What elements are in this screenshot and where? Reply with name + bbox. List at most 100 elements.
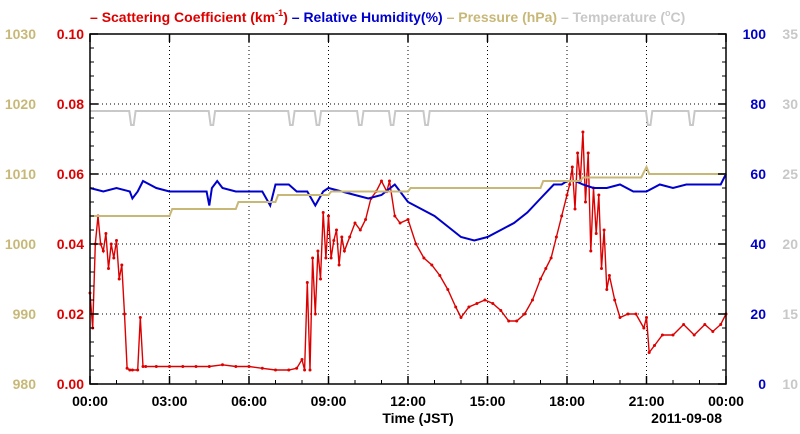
legend-dash-humidity: – (288, 9, 304, 25)
data-point-scattering (515, 319, 519, 323)
x-tick-label: 15:00 (470, 393, 506, 409)
data-point-scattering (324, 256, 328, 260)
data-point-scattering (125, 366, 129, 370)
data-point-scattering (104, 232, 108, 235)
data-point-scattering (602, 228, 606, 232)
data-point-scattering (207, 365, 211, 368)
data-point-scattering (337, 263, 341, 267)
y-tick-label-humidity: 100 (743, 26, 767, 42)
data-point-scattering (523, 312, 527, 316)
data-point-scattering (594, 232, 598, 235)
data-point-scattering (393, 214, 397, 218)
data-point-scattering (618, 316, 622, 319)
data-point-scattering (303, 368, 307, 372)
data-point-scattering (107, 267, 110, 270)
data-point-scattering (719, 323, 723, 326)
legend-scattering-tail: ) (283, 9, 288, 25)
data-point-scattering (342, 249, 346, 253)
legend-temperature-sup: o (665, 8, 671, 18)
data-point-scattering (671, 333, 675, 337)
data-point-scattering (117, 277, 121, 281)
data-point-scattering (560, 214, 564, 218)
data-point-scattering (321, 211, 325, 214)
x-tick-label: 06:00 (231, 393, 267, 409)
data-point-scattering (565, 193, 569, 197)
y-tick-label-pressure: 1010 (5, 166, 36, 182)
data-point-scattering (353, 221, 357, 225)
y-tick-label-humidity: 60 (750, 166, 766, 182)
x-axis-label: Time (JST) (382, 410, 453, 426)
data-point-scattering (380, 179, 383, 183)
x-tick-label: 00:00 (72, 393, 108, 409)
data-point-scattering (570, 165, 574, 169)
y-tick-label-scattering: 0.06 (57, 166, 84, 182)
data-point-scattering (682, 323, 686, 326)
data-point-scattering (539, 277, 542, 281)
data-point-scattering (645, 316, 648, 319)
x-tick-label: 12:00 (390, 393, 426, 409)
data-point-scattering (597, 193, 601, 197)
series-line-temperature (90, 110, 726, 126)
data-point-scattering (692, 333, 696, 337)
legend-dash-scattering: – (90, 9, 102, 25)
legend-scattering-sup: -1 (275, 8, 283, 18)
data-point-scattering (711, 330, 715, 333)
y-tick-label-temperature: 15 (782, 306, 798, 322)
data-point-scattering (234, 365, 238, 368)
data-point-scattering (99, 242, 103, 246)
data-point-scattering (287, 368, 291, 372)
data-point-scattering (305, 281, 309, 284)
legend-scattering: Scattering Coefficient (km (102, 9, 275, 25)
data-point-scattering (605, 288, 609, 291)
data-point-scattering (247, 365, 251, 368)
data-point-scattering (295, 366, 299, 370)
y-tick-label-pressure: 980 (13, 376, 37, 392)
data-point-scattering (144, 365, 148, 368)
y-tick-label-scattering: 0.08 (57, 96, 84, 112)
data-point-scattering (316, 249, 320, 253)
data-point-scattering (141, 365, 145, 368)
data-point-scattering (607, 274, 611, 277)
x-tick-label: 00:00 (708, 393, 744, 409)
legend-text: – Scattering Coefficient (km-1) – Relati… (90, 8, 685, 25)
data-point-scattering (364, 218, 368, 221)
data-point-scattering (446, 288, 450, 291)
data-point-scattering (168, 365, 171, 368)
data-point-scattering (581, 130, 585, 134)
legend-pressure: Pressure (hPa) (458, 9, 557, 25)
data-point-scattering (653, 344, 656, 347)
data-point-scattering (414, 242, 418, 246)
data-point-scattering (112, 256, 116, 260)
data-point-scattering (398, 221, 402, 225)
data-point-scattering (348, 235, 352, 239)
legend-dash-pressure: – (443, 9, 459, 25)
data-point-scattering (136, 368, 140, 372)
data-point-scattering (123, 312, 126, 316)
y-tick-label-temperature: 35 (782, 26, 798, 42)
data-point-scattering (260, 366, 264, 370)
y-tick-label-humidity: 0 (758, 376, 766, 392)
data-point-scattering (459, 316, 463, 319)
data-point-scattering (634, 312, 638, 316)
series-line-pressure (90, 164, 726, 217)
data-point-scattering (101, 249, 105, 253)
x-tick-label: 03:00 (152, 393, 188, 409)
data-point-scattering (475, 302, 479, 305)
data-point-scattering (300, 358, 304, 361)
data-point-scattering (647, 351, 651, 354)
data-point-scattering (319, 277, 322, 281)
data-point-scattering (507, 319, 511, 323)
data-point-scattering (221, 363, 224, 367)
data-point-scattering (626, 312, 630, 316)
y-tick-label-pressure: 990 (13, 306, 37, 322)
data-point-scattering (311, 256, 315, 260)
data-point-scattering (568, 183, 572, 186)
data-point-scattering (109, 242, 113, 246)
series (88, 110, 728, 372)
y-tick-label-scattering: 0.02 (57, 306, 84, 322)
data-point-scattering (554, 235, 558, 239)
data-point-scattering (483, 298, 487, 302)
data-point-scattering (589, 249, 593, 253)
data-point-scattering (327, 214, 330, 218)
data-point-scattering (130, 368, 134, 372)
